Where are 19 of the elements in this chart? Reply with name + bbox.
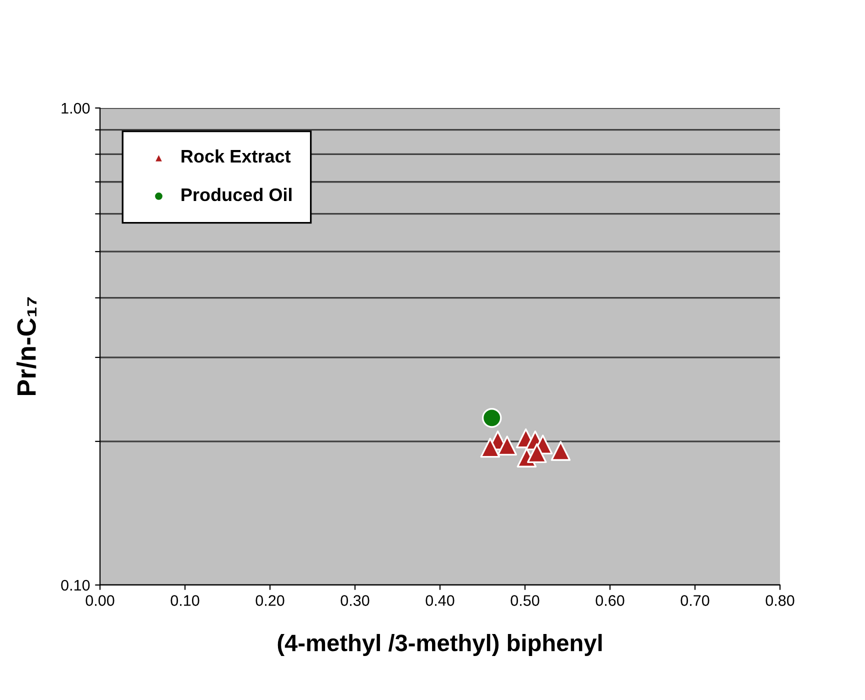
x-tick-label: 0.70	[680, 595, 710, 606]
x-tick-label: 0.40	[426, 595, 454, 606]
x-tick-label: 0.00	[86, 595, 114, 606]
point	[480, 438, 500, 458]
x-axis-title: (4-methyl /3-methyl) biphenyl	[278, 634, 602, 656]
x-tick-label: 0.60	[596, 595, 624, 606]
point	[482, 408, 502, 428]
legend-label: Rock Extract	[182, 149, 291, 163]
x-tick-label: 0.10	[170, 595, 200, 606]
point	[497, 436, 518, 456]
point	[527, 443, 547, 464]
y-tick-label: 1.00	[62, 102, 90, 114]
y-axis-title: Pr/n-C₁₇	[16, 297, 36, 396]
x-tick-label: 0.80	[766, 595, 794, 606]
x-tick-label: 0.50	[510, 595, 540, 606]
point	[550, 441, 571, 461]
x-tick-label: 0.30	[340, 595, 370, 606]
x-tick-label: 0.20	[256, 595, 284, 606]
legend-label: Produced Oil	[182, 188, 292, 202]
